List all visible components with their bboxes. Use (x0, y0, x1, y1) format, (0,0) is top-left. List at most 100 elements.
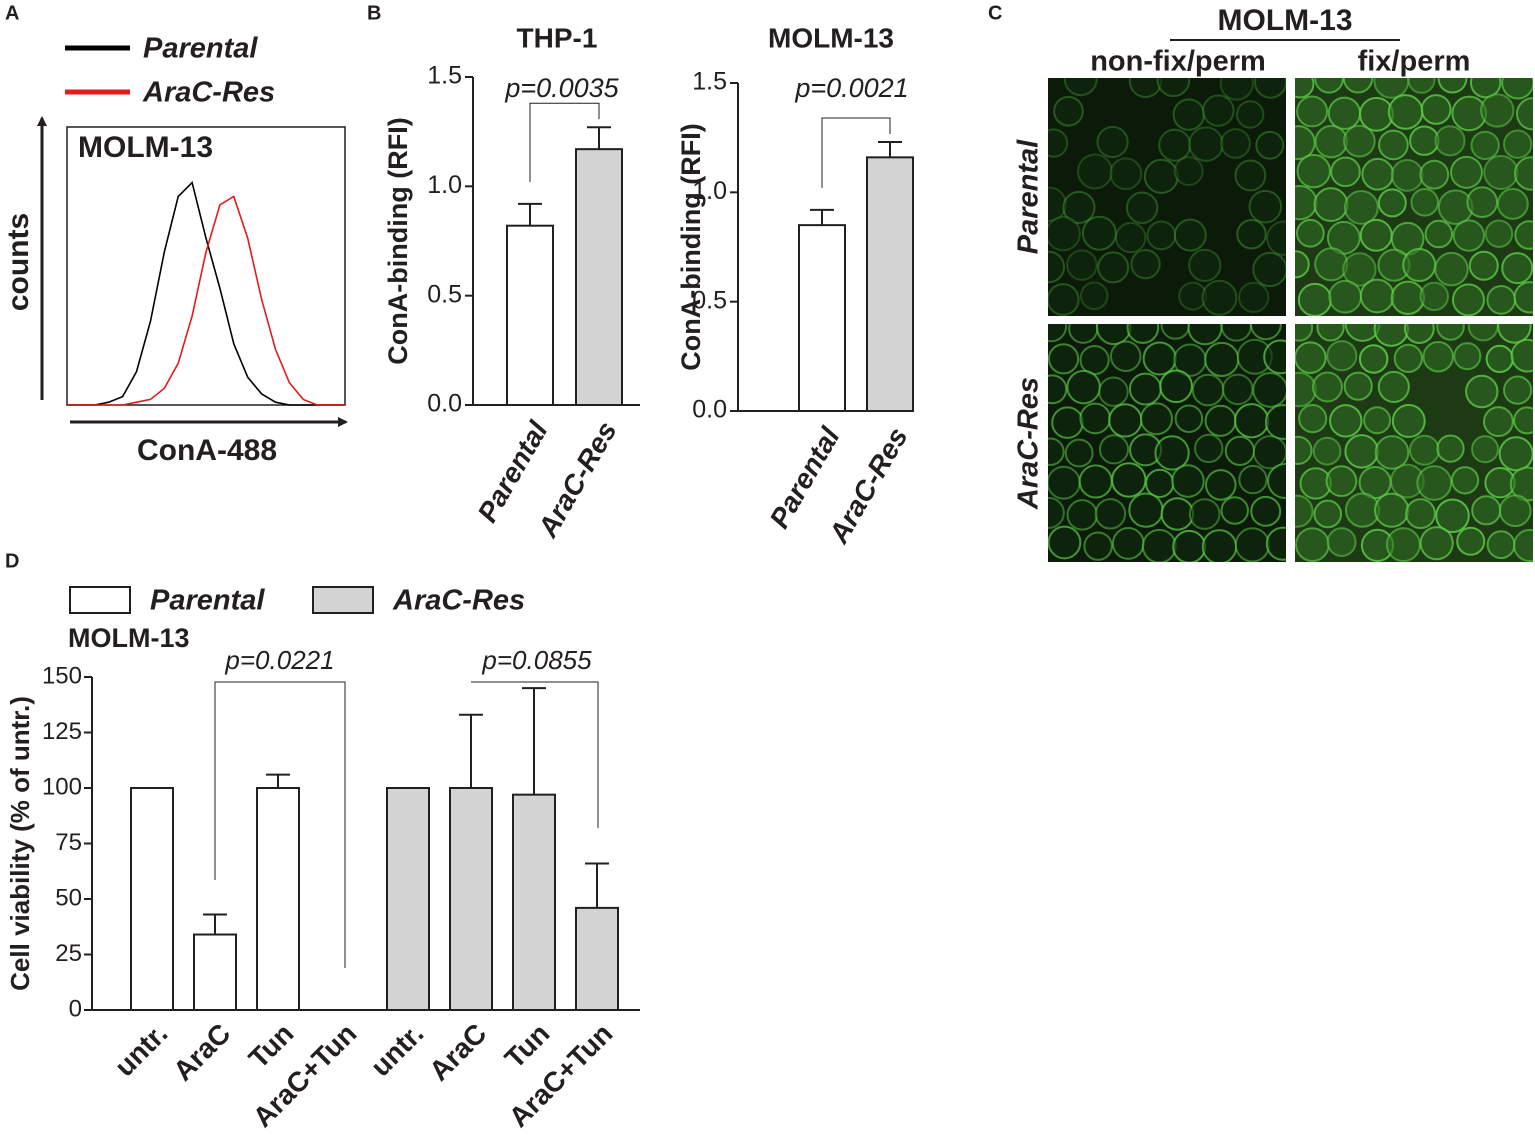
bar (575, 906, 619, 1012)
cell (1220, 128, 1251, 159)
cell (1125, 191, 1159, 225)
cell (1313, 499, 1343, 529)
cell (1374, 435, 1410, 470)
cell (1514, 220, 1533, 250)
cell (1450, 466, 1480, 495)
cell (1250, 495, 1282, 527)
cell (1111, 527, 1145, 560)
legend-swatch (69, 586, 131, 614)
cell (1358, 344, 1389, 374)
cell (1295, 324, 1314, 342)
micrograph (1295, 78, 1533, 316)
cell (1264, 404, 1286, 440)
cells (1048, 78, 1286, 316)
cell (1063, 78, 1098, 97)
cell (1064, 438, 1094, 468)
cell (1160, 497, 1195, 531)
p-value: p=0.0035 (504, 73, 619, 103)
cell (1437, 78, 1468, 94)
cell (1326, 340, 1358, 372)
cell (1201, 529, 1238, 562)
cell (1048, 128, 1069, 158)
error-bar (878, 141, 902, 158)
cell (1316, 324, 1345, 342)
y-tick-label: 0.5 (427, 280, 462, 308)
row-label: Parental (1013, 139, 1045, 254)
cell (1126, 324, 1160, 344)
chart-title: MOLM-13 (68, 623, 190, 653)
cell (1048, 437, 1065, 466)
cell (1115, 221, 1147, 254)
cell (1048, 250, 1066, 284)
x-tick-label: untr. (109, 1018, 174, 1083)
bar (386, 787, 430, 1011)
cell (1501, 78, 1533, 100)
cell (1482, 406, 1514, 438)
legend-label: AraC-Res (142, 77, 275, 109)
cell (1515, 97, 1533, 131)
cell (1373, 78, 1410, 99)
error-bar (518, 202, 542, 226)
cell (1436, 324, 1465, 341)
significance-bracket (471, 681, 599, 828)
cell (1361, 157, 1395, 191)
bar (798, 224, 846, 412)
cell (1174, 404, 1204, 434)
cell (1295, 218, 1325, 248)
cell (1327, 96, 1362, 130)
cell (1436, 434, 1465, 463)
chart-title: THP-1 (517, 22, 598, 53)
cell (1295, 184, 1318, 221)
cell (1408, 434, 1440, 466)
cell (1053, 95, 1084, 127)
y-tick-label: 100 (42, 773, 82, 800)
cell (1513, 406, 1533, 435)
y-tick-label: 1.5 (692, 68, 727, 96)
y-tick-label: 75 (55, 829, 82, 856)
cell (1387, 94, 1424, 130)
cell (1109, 157, 1143, 191)
cell (1513, 281, 1533, 314)
cell (1048, 496, 1065, 529)
cell (1295, 250, 1310, 279)
cell (1510, 338, 1533, 373)
cell (1204, 469, 1237, 501)
cell (1409, 125, 1440, 156)
cell (1385, 527, 1421, 562)
x-axis-label: ConA-488 (137, 434, 277, 467)
cell (1143, 158, 1179, 194)
cell (1453, 342, 1482, 371)
cell (1434, 251, 1469, 287)
panel-label: C (988, 2, 1002, 24)
cell (1252, 372, 1286, 408)
cell (1141, 528, 1177, 562)
cell (1191, 373, 1225, 407)
cell (1097, 251, 1130, 284)
cell (1187, 324, 1223, 346)
cell (1062, 190, 1096, 225)
cell (1048, 374, 1068, 405)
cell (1434, 125, 1466, 157)
cell (1234, 403, 1270, 439)
y-tick-label: 125 (42, 718, 82, 745)
cell (1343, 190, 1379, 225)
cell (1188, 126, 1224, 162)
cell (1111, 462, 1147, 498)
cell (1158, 128, 1192, 162)
cell (1483, 154, 1519, 191)
cell (1497, 324, 1532, 344)
cell (1238, 464, 1268, 495)
cell (1419, 159, 1450, 190)
cell (1201, 279, 1238, 316)
cell (1424, 219, 1454, 249)
cell (1078, 464, 1113, 499)
cell (1390, 159, 1424, 192)
bar (866, 156, 914, 412)
p-value: p=0.0021 (794, 73, 908, 103)
error-bar (203, 913, 227, 935)
cell (1377, 188, 1407, 218)
cell (1513, 528, 1533, 562)
y-tick-label: 50 (55, 884, 82, 911)
histogram-curve (67, 195, 345, 406)
cell (1234, 159, 1267, 192)
